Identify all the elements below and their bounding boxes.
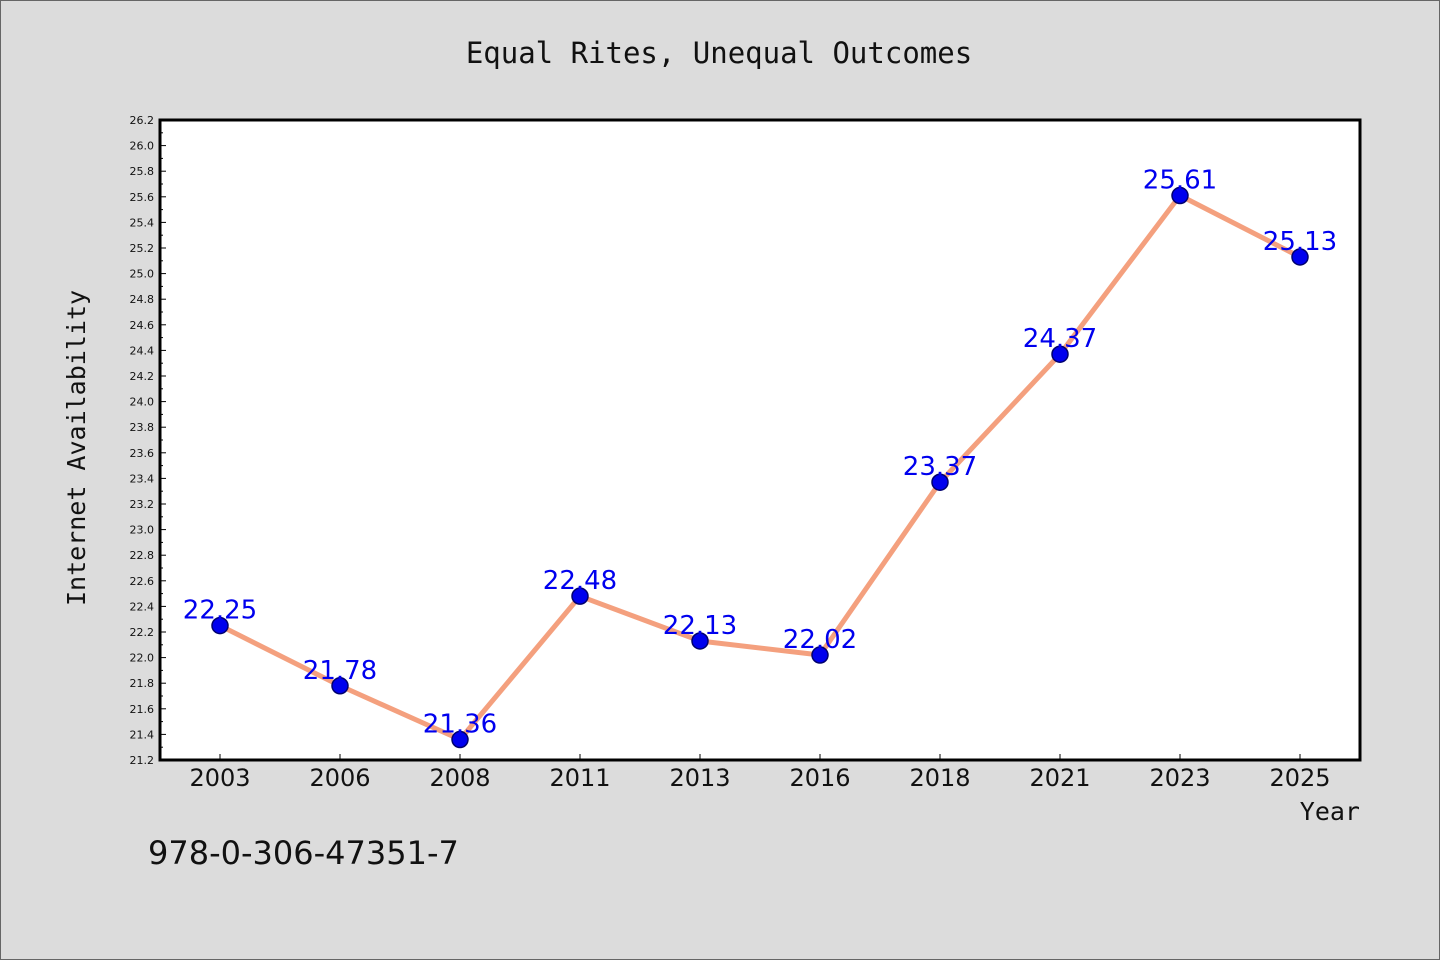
x-tick-label: 2008 [429,764,490,792]
y-tick-label: 21.4 [130,728,155,741]
data-point [571,587,589,605]
y-tick-label: 23.2 [130,498,155,511]
data-label: 21.36 [423,710,497,740]
y-tick-label: 25.8 [130,165,155,178]
y-tick-label: 24.0 [130,396,155,409]
y-tick-label: 23.6 [130,447,155,460]
data-point [1051,345,1069,363]
x-tick-label: 2013 [669,764,730,792]
y-tick-label: 21.2 [130,754,155,767]
isbn-label: 978-0-306-47351-7 [148,834,459,872]
data-label: 21.78 [303,656,377,686]
plot-area [160,120,1360,760]
data-point [691,632,709,650]
data-point [811,646,829,664]
y-tick-label: 24.2 [130,370,155,383]
data-point [211,616,229,635]
y-tick-label: 22.8 [130,549,155,562]
data-label: 25.13 [1263,227,1337,257]
series-line [217,193,1303,743]
x-tick-label: 2018 [909,764,970,792]
series-layer: 22.25 21.78 21.36 22.48 22.13 22.02 23.37 24.37… [183,166,1337,749]
y-tick-label: 25.6 [130,191,155,204]
y-tick-label: 22.0 [130,652,155,665]
x-tick-label: 2011 [549,764,610,792]
data-label: 23.37 [903,452,977,482]
y-tick-label: 26.0 [130,140,155,153]
y-tick-label: 22.6 [130,575,155,588]
y-tick-label: 25.2 [130,242,155,255]
chart-title: Equal Rites, Unequal Outcomes [466,36,972,70]
y-tick-label: 26.2 [130,114,155,127]
y-tick-label: 25.4 [130,216,155,229]
y-tick-label: 23.0 [130,524,155,537]
data-label: 22.02 [783,625,857,655]
x-tick-label: 2021 [1029,764,1090,792]
data-label: 24.37 [1023,324,1097,354]
x-tick-label: 2023 [1149,764,1210,792]
y-tick-label: 22.4 [130,600,155,613]
x-axis-label: Year [1300,797,1360,826]
y-tick-label: 24.8 [130,293,155,306]
data-point [451,730,469,749]
y-tick-label: 21.6 [130,703,155,716]
x-tick-label: 2006 [309,764,370,792]
y-tick-label: 23.4 [130,472,155,485]
data-point [1171,186,1189,205]
x-tick-label: 2025 [1269,764,1330,792]
data-label: 22.48 [543,566,617,596]
y-tick-label: 23.8 [130,421,155,434]
data-label: 22.25 [183,596,257,626]
y-axis-ticks: 21.2 21.4 21.6 21.8 22.0 22.2 22.4 22.6 22.8 23.0… [130,114,166,767]
y-tick-label: 25.0 [130,268,155,281]
data-point [1291,248,1309,266]
data-label: 25.61 [1143,166,1217,196]
plot-frame [158,118,1362,762]
x-tick-label: 2016 [789,764,850,792]
data-label: 22.13 [663,611,737,641]
data-point [931,473,949,491]
y-axis-label: Internet Availability [62,290,91,606]
y-tick-label: 21.8 [130,677,155,690]
x-tick-label: 2003 [189,764,250,792]
data-point [331,677,349,695]
y-tick-label: 24.4 [130,344,155,357]
y-tick-label: 24.6 [130,319,155,332]
y-tick-label: 22.2 [130,626,155,639]
